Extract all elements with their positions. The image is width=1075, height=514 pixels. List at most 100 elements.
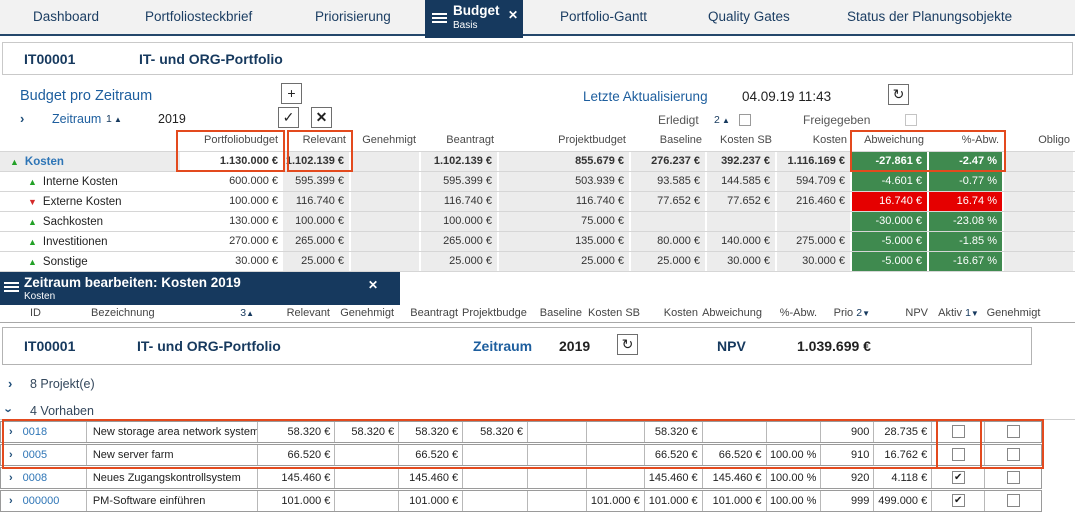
col-kosten[interactable]: Kosten [777,131,852,151]
col-genehmigt[interactable]: Genehmigt [351,131,421,151]
hamburger-icon[interactable] [4,282,19,293]
chevron-right-icon[interactable]: › [9,448,13,461]
col-pct-abw[interactable]: %-Abw. [779,307,817,319]
deviation-cell: 16.740 € [852,192,929,211]
add-zeitraum-button[interactable]: + [281,83,302,104]
deviation-cell: -5.000 € [852,252,929,271]
edit-panel-tab[interactable]: Zeitraum bearbeiten: Kosten 2019 Kosten … [0,272,400,305]
col-id[interactable]: ID [30,307,41,319]
col-obligo[interactable]: Obligo [1004,131,1075,151]
row-id-link[interactable]: 000000 [22,495,60,507]
aktiv-checkbox[interactable]: ✔ [951,494,965,507]
edit-tab-title: Zeitraum bearbeiten: Kosten 2019 [24,275,241,290]
zeitraum-year: 2019 [158,112,186,126]
portfolio-header: IT00001 IT- und ORG-Portfolio [2,42,1073,75]
col-beantragt[interactable]: Beantragt [410,307,458,319]
refresh-icon[interactable]: ↻ [888,84,909,105]
header-divider [0,322,1075,323]
deviation-pct-cell: -2.47 % [929,152,1004,171]
chevron-right-icon[interactable]: › [8,376,13,391]
col-abweichung[interactable]: Abweichung [702,307,762,319]
col-npv[interactable]: NPV [905,307,928,319]
table-row[interactable]: ▲ Kosten 1.130.000 € 1.102.139 € 1.102.13… [0,152,1075,172]
portfolio-name: IT- und ORG-Portfolio [139,51,283,67]
col-portfoliobudget[interactable]: Portfoliobudget [180,131,283,151]
aktiv-checkbox[interactable]: ✔ [951,471,965,484]
genehmigt-checkbox[interactable] [1006,494,1020,507]
col-beantragt[interactable]: Beantragt [421,131,499,151]
col-aktiv[interactable]: Aktiv 1▼ [938,307,979,319]
row-id-link[interactable]: 0018 [22,426,48,438]
col-baseline[interactable]: Baseline [539,307,582,319]
confirm-button[interactable]: ✓ [278,107,299,128]
erledigt-label: Erledigt [658,113,699,127]
col-pct-abw[interactable]: %-Abw. [929,131,1004,151]
active-tab-sublabel: Basis [453,20,478,31]
erledigt-checkbox[interactable] [739,114,751,126]
row-name: New storage area network system (SAN) [85,422,257,442]
portfolio-summary-row: IT00001 IT- und ORG-Portfolio Zeitraum 2… [2,327,1032,365]
tab-status-planungsobjekte[interactable]: Status der Planungsobjekte [847,9,1013,24]
table-row[interactable]: ▼ Externe Kosten 100.000 € 116.740 € 116.… [0,192,1075,212]
deviation-cell: -5.000 € [852,232,929,251]
row-name: New server farm [85,445,257,465]
tab-dashboard[interactable]: Dashboard [33,9,100,24]
hamburger-icon[interactable] [432,13,447,24]
aktiv-checkbox[interactable] [951,425,965,438]
tab-portfolio-gantt[interactable]: Portfolio-Gantt [560,9,648,24]
col-kosten-sb[interactable]: Kosten SB [707,131,777,151]
genehmigt-checkbox[interactable] [1006,448,1020,461]
freigegeben-checkbox[interactable] [905,114,917,126]
table-row[interactable]: › 0008 Neues Zugangskontrollsystem 145.46… [0,467,1042,489]
table-row[interactable]: ▲ Sonstige 30.000 € 25.000 € 25.000 € 25.… [0,252,1075,272]
col-genehmigt-checkbox[interactable]: Genehmigt [986,307,1041,319]
chevron-right-icon[interactable]: › [9,494,13,507]
group-vorhaben[interactable]: 4 Vorhaben [30,404,94,418]
summary-year: 2019 [559,338,591,354]
col-prio[interactable]: Prio 2▼ [833,307,870,319]
deviation-pct-cell: 16.74 % [929,192,1004,211]
aktiv-checkbox[interactable] [951,448,965,461]
table-row[interactable]: ▲ Investitionen 270.000 € 265.000 € 265.0… [0,232,1075,252]
cancel-button[interactable]: ✕ [311,107,332,128]
chevron-right-icon[interactable]: › [9,471,13,484]
close-icon[interactable]: ✕ [368,278,379,292]
chevron-right-icon[interactable]: › [20,111,25,126]
table-row[interactable]: ▲ Sachkosten 130.000 € 100.000 € 100.000 … [0,212,1075,232]
col-projektbudget[interactable]: Projektbudget [499,131,631,151]
freigegeben-label: Freigegeben [803,113,871,127]
table-row[interactable]: › 0005 New server farm 66.520 € 66.520 € … [0,444,1042,466]
col-abweichung[interactable]: Abweichung [852,131,929,151]
sort-asc-icon: ▲ [114,115,122,124]
tab-priorisierung[interactable]: Priorisierung [315,9,391,24]
col-bezeichnung[interactable]: Bezeichnung 3▲ [91,307,254,319]
group-projekte[interactable]: 8 Projekt(e) [30,377,95,391]
col-genehmigt[interactable]: Genehmigt [340,307,394,319]
deviation-cell: -30.000 € [852,212,929,231]
row-name: Neues Zugangskontrollsystem [85,468,257,488]
tab-budget-active[interactable]: Budget Basis ✕ [425,0,523,38]
table-row[interactable]: ▲ Interne Kosten 600.000 € 595.399 € 595.… [0,172,1075,192]
col-kosten[interactable]: Kosten [663,307,698,319]
row-id-link[interactable]: 0005 [22,449,48,461]
col-kosten-sb[interactable]: Kosten SB [588,307,640,319]
genehmigt-checkbox[interactable] [1006,425,1020,438]
close-icon[interactable]: ✕ [507,8,518,22]
genehmigt-checkbox[interactable] [1006,471,1020,484]
chevron-down-icon[interactable]: › [1,408,17,413]
sort-asc-icon: ▲ [246,309,254,318]
table-row[interactable]: › 0018 New storage area network system (S… [0,421,1042,443]
col-relevant[interactable]: Relevant [286,307,330,319]
table-top-divider [0,419,1075,420]
row-id-link[interactable]: 0008 [22,472,48,484]
col-projektbudget[interactable]: Projektbudget [462,307,527,319]
col-baseline[interactable]: Baseline [631,131,707,151]
tab-quality-gates[interactable]: Quality Gates [708,9,790,24]
chevron-right-icon[interactable]: › [9,425,13,438]
refresh-icon[interactable]: ↻ [617,334,638,355]
col-relevant[interactable]: Relevant [283,131,351,151]
table-row[interactable]: › 000000 PM-Software einführen 101.000 € … [0,490,1042,512]
trend-up-icon: ▲ [28,236,37,247]
tab-portfoliosteckbrief[interactable]: Portfoliosteckbrief [145,9,253,24]
